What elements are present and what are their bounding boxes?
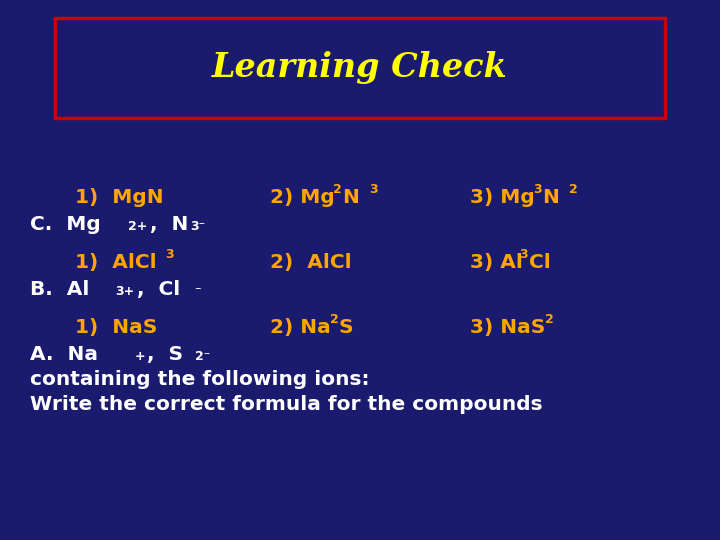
- Text: Learning Check: Learning Check: [212, 51, 508, 84]
- Text: ⁻: ⁻: [194, 285, 201, 298]
- Text: 3: 3: [369, 183, 377, 196]
- Text: Cl: Cl: [529, 253, 551, 272]
- Text: A.  Na: A. Na: [30, 345, 98, 364]
- Text: 2: 2: [569, 183, 577, 196]
- Text: 3) Al: 3) Al: [470, 253, 523, 272]
- Text: Write the correct formula for the compounds: Write the correct formula for the compou…: [30, 395, 543, 414]
- Text: 3⁻: 3⁻: [190, 220, 205, 233]
- Text: 2+: 2+: [128, 220, 148, 233]
- Text: 3+: 3+: [115, 285, 134, 298]
- Text: 3: 3: [533, 183, 541, 196]
- Text: 2: 2: [545, 313, 554, 326]
- Text: +: +: [135, 350, 145, 363]
- Text: N: N: [342, 188, 359, 207]
- Text: 3) NaS: 3) NaS: [470, 318, 545, 337]
- Text: 3: 3: [165, 248, 174, 261]
- Text: C.  Mg: C. Mg: [30, 215, 101, 234]
- Text: 2) Na: 2) Na: [270, 318, 330, 337]
- Text: 1)  NaS: 1) NaS: [75, 318, 158, 337]
- Text: 2) Mg: 2) Mg: [270, 188, 335, 207]
- Text: 3: 3: [519, 248, 528, 261]
- Text: S: S: [339, 318, 354, 337]
- Text: B.  Al: B. Al: [30, 280, 89, 299]
- FancyBboxPatch shape: [55, 18, 665, 118]
- Text: 2: 2: [333, 183, 342, 196]
- Text: 3) Mg: 3) Mg: [470, 188, 535, 207]
- Text: N: N: [542, 188, 559, 207]
- Text: 2: 2: [330, 313, 338, 326]
- Text: 2⁻: 2⁻: [195, 350, 210, 363]
- Text: 1)  AlCl: 1) AlCl: [75, 253, 157, 272]
- Text: ,  N: , N: [150, 215, 189, 234]
- Text: 2)  AlCl: 2) AlCl: [270, 253, 351, 272]
- Text: ,  S: , S: [147, 345, 183, 364]
- Text: ,  Cl: , Cl: [137, 280, 180, 299]
- Text: containing the following ions:: containing the following ions:: [30, 370, 369, 389]
- Text: 1)  MgN: 1) MgN: [75, 188, 163, 207]
